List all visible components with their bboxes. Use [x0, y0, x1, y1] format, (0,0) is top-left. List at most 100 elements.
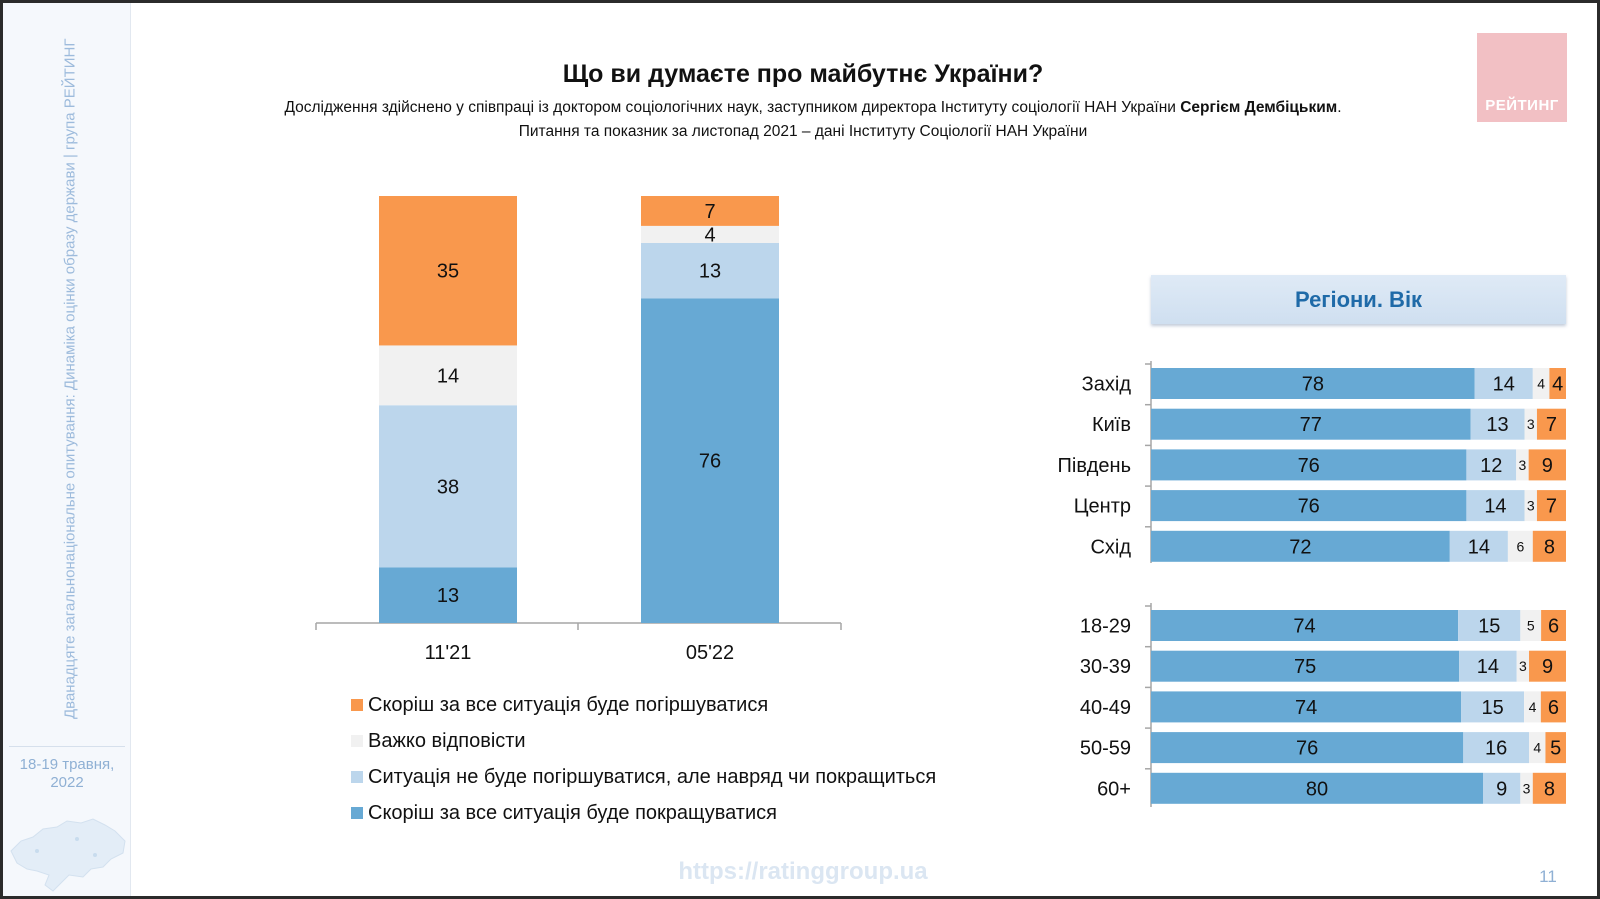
page-number: 11: [1539, 867, 1557, 886]
bar-segment-not_worse: [1449, 530, 1508, 562]
data-label: 3: [1527, 416, 1535, 432]
row-label: 30-39: [1080, 656, 1131, 678]
bar-segment-hard: [1516, 650, 1530, 682]
region-age-panel-title: Регіони. Вік: [1151, 275, 1566, 324]
data-label: 3: [1527, 498, 1535, 514]
data-label: 7: [704, 201, 715, 223]
main-stacked-bar-chart: 13 38 14 35 11'21 76 13 47 05'22: [315, 196, 842, 664]
legend-label: Ситуація не буде погіршуватися, але навр…: [368, 766, 937, 788]
bar-segment-improve: [1151, 650, 1460, 682]
data-label: 13: [699, 261, 721, 283]
data-label: 75: [1294, 656, 1316, 678]
subtitle-period: .: [1337, 99, 1342, 116]
data-label: 15: [1482, 697, 1504, 719]
bar-segment-improve: [1151, 530, 1450, 562]
rating-logo: РЕЙТИНГ: [1477, 33, 1567, 122]
data-label: 4: [1552, 374, 1563, 396]
data-label: 7: [1546, 496, 1557, 518]
ukraine-map-icon: [10, 818, 126, 892]
bar-segment-hard: [641, 225, 779, 243]
bar-segment-not_worse: [1483, 772, 1521, 804]
data-label: 72: [1289, 536, 1311, 558]
data-label: 3: [1519, 457, 1527, 473]
bar-segment-hard: [1524, 490, 1537, 522]
bar-row-схід: Схід 72 14 6 8: [1090, 526, 1566, 562]
data-label: 8: [1544, 778, 1555, 800]
data-label: 4: [1529, 699, 1537, 715]
bar-segment-not_worse: [1461, 691, 1525, 723]
data-label: 38: [437, 476, 459, 498]
bar-segment-worse: [379, 196, 517, 346]
data-label: 74: [1295, 697, 1317, 719]
data-label: 4: [704, 224, 715, 246]
data-label: 16: [1485, 738, 1507, 760]
legend-swatch: [351, 771, 363, 783]
bar-segment-worse: [641, 196, 779, 226]
bar-segment-improve: [1151, 408, 1471, 440]
bar-segment-hard: [1524, 691, 1541, 723]
data-label: 4: [1533, 740, 1541, 756]
legend-label: Важко відповісти: [368, 730, 526, 752]
data-label: 14: [1468, 536, 1490, 558]
bar-segment-improve: [1151, 732, 1464, 764]
row-label: 40-49: [1080, 697, 1131, 719]
bar-segment-not_worse: [1458, 610, 1521, 641]
legend-label: Скоріш за все ситуація буде погіршуватис…: [368, 694, 769, 716]
data-label: 14: [1493, 374, 1515, 396]
bar-segment-worse: [1529, 650, 1566, 682]
bar-segment-hard: [1524, 408, 1537, 440]
bar-segment-improve: [1151, 772, 1483, 804]
bar-segment-worse: [1545, 732, 1566, 764]
data-label: 9: [1542, 656, 1553, 678]
bar-row-60: 60+ 80 9 3 8: [1097, 768, 1566, 804]
sidebar-divider: [9, 746, 125, 747]
data-label: 5: [1550, 738, 1561, 760]
bar-segment-worse: [1536, 490, 1566, 522]
bar-segment-improve: [1151, 490, 1467, 522]
survey-date: 18-19 травня, 2022: [19, 756, 115, 791]
bar-segment-hard: [1516, 449, 1529, 481]
data-label: 14: [1484, 496, 1506, 518]
data-label: 12: [1480, 455, 1502, 477]
bar-segment-hard: [1507, 530, 1533, 562]
legend-swatch: [351, 735, 363, 747]
bar-segment-not_worse: [1474, 368, 1533, 399]
bar-row-захід: Захід 78 14 4 4: [1082, 363, 1566, 399]
data-label: 76: [1296, 738, 1318, 760]
data-label: 13: [1486, 414, 1508, 436]
row-label: 60+: [1097, 778, 1131, 800]
data-label: 35: [437, 261, 459, 283]
subtitle-line-1: Дослідження здійснено у співпраці із док…: [143, 99, 1483, 117]
footer-url[interactable]: https://ratinggroup.ua: [678, 858, 928, 885]
bar-segment-hard: [1520, 610, 1542, 641]
data-label: 6: [1516, 538, 1524, 554]
bar-segment-not_worse: [379, 405, 517, 568]
data-label: 5: [1527, 618, 1535, 634]
row-label: 50-59: [1080, 738, 1131, 760]
row-label: 18-29: [1080, 616, 1131, 638]
bar-row-40-49: 40-49 74 15 4 6: [1080, 686, 1566, 723]
bar-segment-not_worse: [1470, 408, 1525, 440]
x-tick-label: 11'21: [425, 642, 472, 664]
bar-segment-not_worse: [1463, 732, 1530, 764]
data-label: 7: [1546, 414, 1557, 436]
bar-row-18-29: 18-29 74 15 5 6: [1080, 605, 1566, 641]
bar-segment-not_worse: [641, 242, 779, 299]
page-title: Що ви думаєте про майбутнє України?: [562, 60, 1044, 88]
row-label: Захід: [1082, 374, 1132, 396]
x-tick-label: 05'22: [686, 642, 734, 664]
row-label: Схід: [1090, 536, 1131, 558]
data-label: 8: [1544, 536, 1555, 558]
legend-label: Скоріш за все ситуація буде покращуватис…: [368, 802, 777, 824]
bar-segment-worse: [1540, 691, 1566, 723]
bar-segment-worse: [1532, 772, 1566, 804]
data-label: 76: [1298, 455, 1320, 477]
logo-text: РЕЙТИНГ: [1485, 97, 1559, 114]
bar-segment-not_worse: [1466, 490, 1525, 522]
row-label: Південь: [1058, 455, 1131, 477]
data-label: 76: [699, 451, 721, 473]
bar-segment-hard: [379, 345, 517, 406]
bar-segment-not_worse: [1459, 650, 1517, 682]
data-label: 78: [1302, 374, 1324, 396]
